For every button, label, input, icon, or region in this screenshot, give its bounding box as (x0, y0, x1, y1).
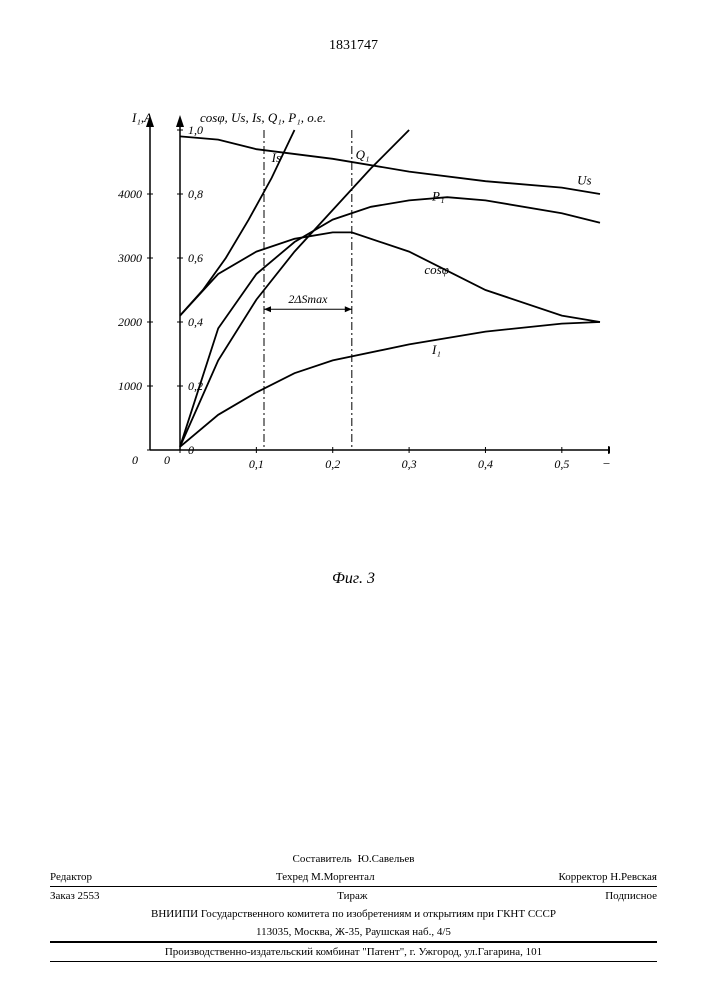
svg-text:Q₁: Q₁ (356, 147, 370, 162)
org-line: ВНИИПИ Государственного комитета по изоб… (151, 908, 556, 920)
corrector-name: Н.Ревская (610, 871, 657, 883)
svg-text:0,2: 0,2 (325, 457, 340, 471)
tech-label: Техред (276, 871, 308, 883)
compiler-label: Составитель (293, 853, 352, 865)
svg-text:0: 0 (132, 453, 138, 467)
svg-text:1000: 1000 (118, 379, 142, 393)
svg-text:Is: Is (271, 150, 281, 165)
tirazh-label: Тираж (337, 890, 367, 902)
page-number: 1831747 (329, 38, 378, 54)
svg-text:2ΔSmax: 2ΔSmax (288, 292, 328, 306)
svg-text:0,4: 0,4 (188, 315, 203, 329)
order-label: Заказ 2553 (50, 890, 100, 902)
svg-text:I₁: I₁ (431, 342, 441, 357)
svg-text:cosφ, Us, Is, Q₁, P₁, o.e.: cosφ, Us, Is, Q₁, P₁, o.e. (200, 110, 326, 125)
svg-text:P₁: P₁ (431, 188, 444, 203)
svg-text:cosφ: cosφ (424, 262, 449, 277)
svg-text:−S%: −S% (602, 456, 610, 471)
producer-line: Производственно-издательский комбинат "П… (165, 946, 542, 958)
svg-text:0,5: 0,5 (554, 457, 569, 471)
svg-text:0,6: 0,6 (188, 251, 203, 265)
svg-text:0,1: 0,1 (249, 457, 264, 471)
chart-svg: 100020003000400000,20,40,60,81,00,10,20,… (90, 110, 610, 510)
svg-text:2000: 2000 (118, 315, 142, 329)
tech-name: М.Моргентал (311, 871, 375, 883)
editor-label: Редактор (50, 871, 92, 883)
svg-text:I₁,A: I₁,A (131, 110, 152, 125)
svg-text:0,8: 0,8 (188, 187, 203, 201)
subscription-label: Подписное (605, 890, 657, 902)
compiler-name: Ю.Савельев (358, 853, 415, 865)
corrector-label: Корректор (559, 871, 608, 883)
svg-text:3000: 3000 (117, 251, 142, 265)
address-line: 113035, Москва, Ж-35, Раушская наб., 4/5 (256, 926, 451, 938)
figure-caption: Фиг. 3 (332, 570, 375, 588)
svg-text:Us: Us (577, 172, 591, 187)
svg-text:4000: 4000 (118, 187, 142, 201)
svg-text:0,4: 0,4 (478, 457, 493, 471)
svg-text:0: 0 (164, 453, 170, 467)
footer-block: Составитель Ю.Савельев Редактор Техред М… (50, 850, 657, 962)
chart-area: 100020003000400000,20,40,60,81,00,10,20,… (90, 110, 610, 510)
svg-text:1,0: 1,0 (188, 123, 203, 137)
svg-text:0: 0 (188, 443, 194, 457)
svg-text:0,3: 0,3 (402, 457, 417, 471)
